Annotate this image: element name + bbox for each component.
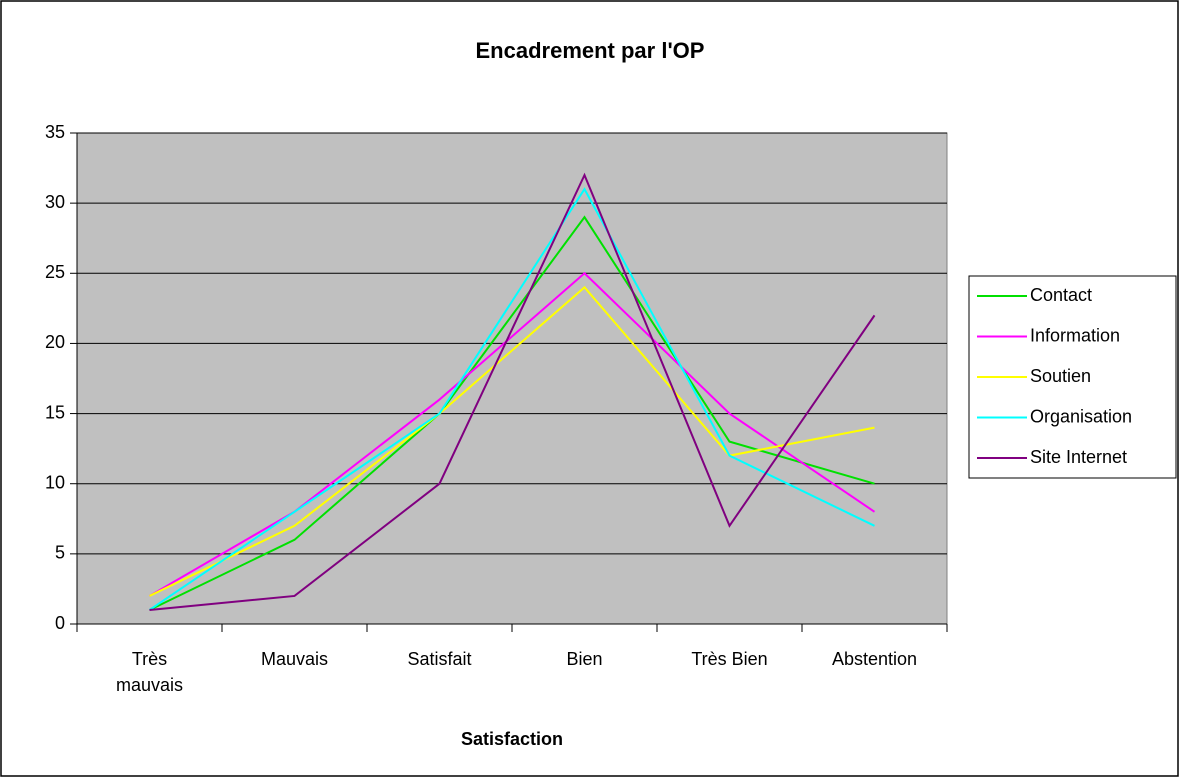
x-tick-label: Très Bien <box>691 649 768 669</box>
x-tick-label: Abstention <box>831 649 918 669</box>
plot-area <box>76 132 948 625</box>
x-axis-label: Satisfaction <box>461 729 563 749</box>
y-tick-label: 35 <box>45 122 65 142</box>
y-tick-label: 15 <box>45 402 65 422</box>
legend-label: Organisation <box>1030 406 1132 426</box>
y-tick-label: 25 <box>45 262 65 282</box>
legend-label: Site Internet <box>1030 447 1127 467</box>
chart-title: Encadrement par l'OP <box>476 38 705 63</box>
y-tick-label: 0 <box>55 613 65 633</box>
x-tick-label: Mauvais <box>260 649 329 669</box>
legend-label: Contact <box>1030 285 1092 305</box>
series-line <box>149 172 876 611</box>
y-tick-label: 30 <box>45 192 65 212</box>
legend-label: Soutien <box>1030 366 1091 386</box>
series-line <box>148 271 876 597</box>
y-tick-label: 5 <box>55 543 65 563</box>
y-tick-label: 10 <box>45 472 65 492</box>
x-tick-label: Très mauvais <box>115 649 184 695</box>
x-tick-label: Bien <box>566 649 603 669</box>
legend-label: Information <box>1030 325 1120 345</box>
x-tick-label: Satisfait <box>407 649 472 669</box>
series-line <box>148 187 875 611</box>
series-line <box>149 215 875 611</box>
series-line <box>149 285 875 597</box>
y-tick-label: 20 <box>45 332 65 352</box>
